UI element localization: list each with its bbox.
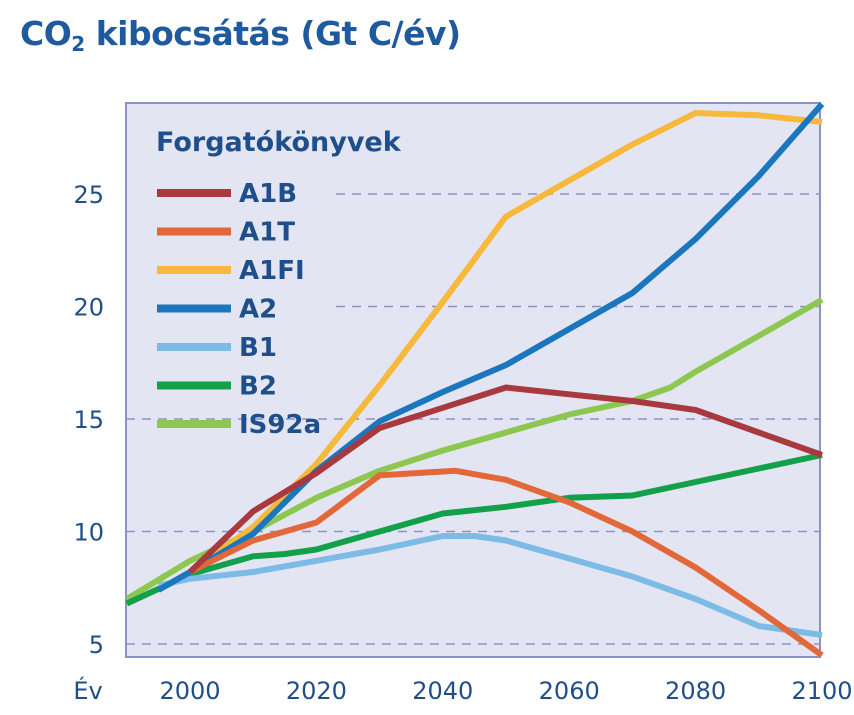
series-line-a1b [187,384,824,575]
legend-title: Forgatókönyvek [156,127,402,158]
series-line-a2 [156,102,825,593]
x-tick-label: 2080 [665,677,726,705]
x-axis: Év 2000 2020 2040 2060 2080 2100 [73,676,852,705]
grid-lines [126,193,820,645]
y-axis: 5 10 15 20 25 [73,181,104,659]
series-line-b1 [157,533,823,638]
x-tick-label: 2060 [539,677,600,705]
chart-title: CO2 kibocsátás (Gt C/év) [20,14,461,56]
x-axis-label: Év [73,676,102,705]
series-line-b2 [125,452,823,607]
legend-label-a1t: A1T [239,218,295,248]
y-tick-label: 10 [73,519,104,547]
legend-label-is92a: IS92a [239,410,321,440]
x-tick-label: 2000 [159,677,220,705]
legend-label-b1: B1 [239,333,277,363]
y-tick-label: 20 [73,294,104,322]
series-lines [125,102,825,658]
x-tick-label: 2040 [412,677,473,705]
y-tick-label: 25 [73,181,104,209]
legend-label-a1fi: A1FI [239,256,305,286]
legend-label-b2: B2 [239,372,277,402]
legend-label-a1b: A1B [239,179,297,209]
series-line-a1t [188,467,824,658]
x-tick-label: 2100 [791,677,852,705]
legend-label-a2: A2 [239,295,277,325]
y-tick-label: 5 [89,631,104,659]
x-tick-label: 2020 [286,677,347,705]
y-tick-label: 15 [73,406,104,434]
legend: Forgatókönyvek A1B A1T A1FI A2 B1 B2 IS92a [156,127,402,440]
